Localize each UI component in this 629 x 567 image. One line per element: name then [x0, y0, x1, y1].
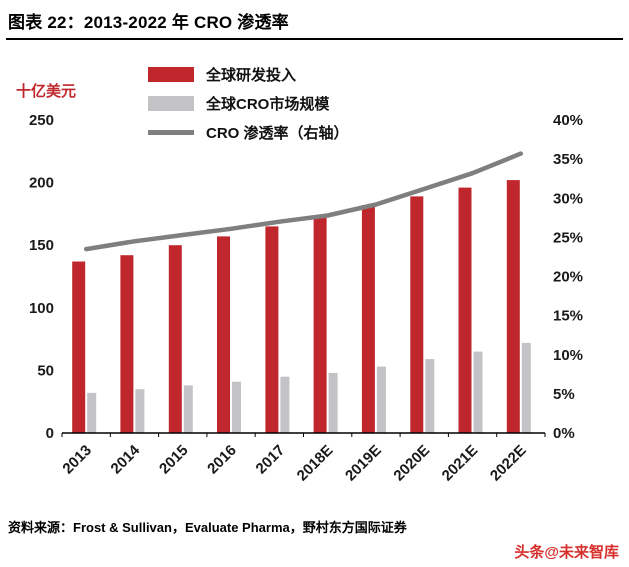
right-axis-tick-label: 25% [553, 229, 583, 246]
bar-cro-market [135, 389, 145, 433]
legend: 全球研发投入 全球CRO市场规模 CRO 渗透率（右轴） [148, 64, 349, 143]
bar-cro-market [425, 359, 435, 433]
right-axis-tick-label: 40% [553, 112, 583, 129]
left-axis-tick-label: 200 [29, 175, 54, 192]
left-axis-tick-label: 0 [46, 425, 54, 442]
penetration-line [83, 151, 524, 252]
gray-line-swatch-icon [148, 130, 194, 135]
title-divider [6, 38, 623, 40]
gray-bar-swatch-icon [148, 96, 194, 111]
x-axis-label: 2014 [108, 441, 144, 477]
left-axis-unit-label: 十亿美元 [16, 83, 77, 100]
x-axis-label: 2017 [253, 442, 289, 478]
bar-rnd-investment [506, 180, 520, 433]
bar-cro-market [232, 381, 241, 433]
bar-rnd-investment [458, 187, 472, 433]
x-axis-label: 2022E [487, 442, 530, 485]
bar-cro-market [473, 351, 483, 433]
legend-item-cro-market: 全球CRO市场规模 [148, 93, 349, 114]
right-axis-tick-label: 10% [553, 347, 583, 364]
bar-rnd-investment [361, 205, 375, 433]
x-axis-label: 2015 [156, 442, 192, 478]
bar-rnd-investment [120, 255, 134, 433]
right-axis-tick-label: 15% [553, 308, 583, 325]
right-axis-tick-label: 30% [553, 190, 583, 207]
bar-rnd-investment [217, 236, 230, 433]
x-axis-label: 2013 [59, 442, 95, 478]
legend-label-cro-market: 全球CRO市场规模 [206, 96, 330, 113]
left-axis-tick-label: 150 [29, 237, 54, 254]
x-axis-label: 2020E [390, 442, 433, 485]
source-note: 资料来源：Frost & Sullivan，Evaluate Pharma，野村… [8, 520, 407, 535]
bar-rnd-investment [265, 226, 279, 433]
legend-label-penetration: CRO 渗透率（右轴） [206, 125, 349, 142]
right-axis-tick-label: 0% [553, 425, 575, 442]
bar-cro-market [521, 342, 531, 433]
bar-rnd-investment [168, 245, 182, 433]
x-axis-label: 2016 [204, 442, 240, 478]
legend-item-rnd-investment: 全球研发投入 [148, 64, 349, 85]
watermark-text: 头条@未来智库 [514, 544, 619, 561]
legend-label-rnd-investment: 全球研发投入 [206, 67, 297, 84]
x-axis-label: 2021E [439, 442, 482, 485]
red-bar-swatch-icon [148, 67, 194, 82]
bar-cro-market [376, 366, 386, 433]
chart-canvas: 0 50 100 150 200 250 0% 5% 10% 15% 20% 25% 30% 35% 40%… [29, 112, 583, 485]
right-axis-tick-label: 5% [553, 386, 575, 403]
left-axis-tick-label: 100 [29, 300, 54, 317]
right-axis-tick-label: 20% [553, 269, 583, 286]
bar-cro-market [280, 376, 290, 433]
legend-item-penetration: CRO 渗透率（右轴） [148, 122, 349, 143]
chart-title: 图表 22：2013-2022 年 CRO 渗透率 [8, 13, 289, 32]
bar-rnd-investment [72, 261, 86, 433]
x-axis-label: 2018E [294, 442, 337, 485]
x-axis-label: 2019E [342, 442, 385, 485]
bar-cro-market [87, 392, 97, 433]
bar-cro-market [328, 372, 338, 433]
bar-rnd-investment [313, 216, 327, 433]
bar-rnd-investment [410, 196, 424, 433]
bar-cro-market [183, 385, 193, 433]
right-axis-tick-label: 35% [553, 151, 583, 168]
left-axis-tick-label: 50 [37, 362, 54, 379]
left-axis-tick-label: 250 [29, 112, 54, 129]
